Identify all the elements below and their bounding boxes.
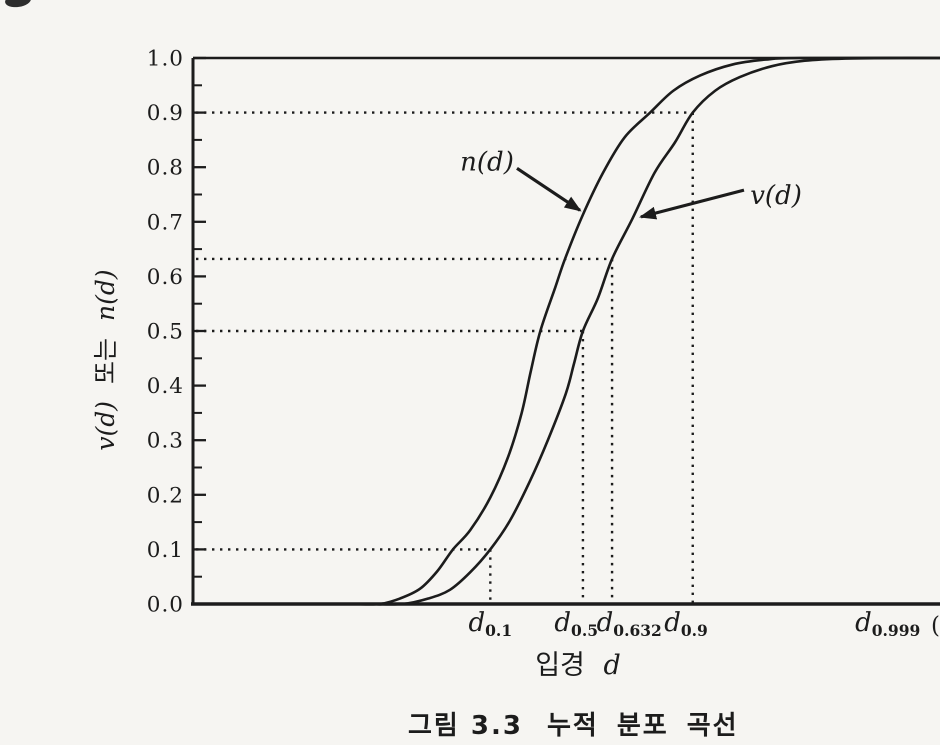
- y-tick-label: 0.1: [147, 538, 184, 563]
- annotation-arrow: [516, 166, 582, 212]
- x-axis-title: 입경 d: [535, 650, 621, 681]
- y-tick-label: 0.3: [147, 429, 184, 454]
- curve-annotations: n(d) v(d): [460, 147, 802, 220]
- y-tick-label: 0.9: [147, 101, 184, 126]
- y-axis-ticks: [193, 56, 206, 606]
- annotation-arrow: [639, 188, 745, 220]
- curve-n(d): [353, 56, 940, 606]
- y-tick-label: 1.0: [147, 47, 184, 72]
- figure-caption: 그림 3.3 누적 분포 곡선: [408, 705, 739, 742]
- curve-label-v(d): v(d): [750, 181, 802, 211]
- curve-label-n(d): n(d): [460, 147, 514, 177]
- y-tick-label: 0.8: [147, 156, 184, 181]
- x-tick-label-d0.5: d0.5: [554, 608, 598, 640]
- x-tick-label-d0.999: d0.999: [855, 608, 920, 640]
- y-axis-title: v(d) 또는 n(d): [91, 269, 120, 450]
- x-tick-labels: d0.1 d0.5d0.632 d0.9 d0.999: [468, 608, 920, 640]
- right-edge-parenthesis-fragment: (: [931, 613, 940, 639]
- distribution-curves: [353, 56, 940, 606]
- figure-caption-number: 그림 3.3: [408, 711, 523, 741]
- figure-caption-title: 누적 분포 곡선: [546, 711, 739, 741]
- x-tick-label-d0.1: d0.1: [468, 608, 512, 640]
- y-tick-label: 0.5: [147, 320, 184, 345]
- x-tick-label-d0.9: d0.9: [664, 608, 708, 640]
- y-tick-label: 0.6: [147, 265, 184, 290]
- y-tick-label: 0.7: [147, 210, 184, 235]
- y-tick-label: 0.0: [147, 593, 184, 618]
- y-tick-labels: 0.0 0.1 0.2 0.3 0.4 0.5 0.6 0.7 0.8 0.9 1.0: [147, 47, 184, 618]
- curve-v(d): [368, 56, 940, 606]
- y-tick-label: 0.2: [147, 483, 184, 508]
- y-tick-label: 0.4: [147, 374, 184, 399]
- x-tick-label-d0.632: d0.632: [597, 608, 662, 640]
- quantile-guides: [196, 111, 694, 604]
